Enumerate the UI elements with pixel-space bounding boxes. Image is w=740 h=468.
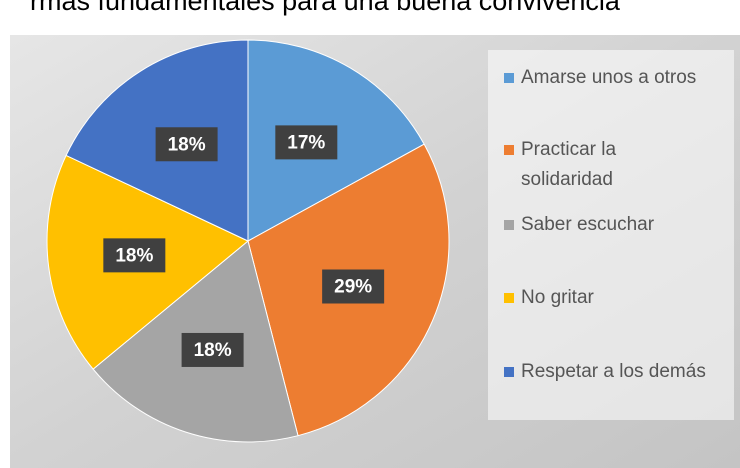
legend-item: Amarse unos a otros — [504, 63, 724, 93]
value-label-box — [275, 125, 338, 160]
value-label-box — [181, 332, 244, 367]
value-label-box — [155, 127, 218, 162]
value-label: 17% — [287, 132, 325, 153]
legend: Amarse unos a otros Practicar la solidari… — [488, 50, 734, 420]
legend-label: Saber escuchar — [521, 214, 655, 235]
legend-label: Practicar la solidaridad — [521, 139, 617, 190]
value-label: 18% — [168, 134, 206, 155]
pie: 17% 29% 18% 18% 18% — [46, 39, 450, 443]
legend-item: No gritar — [504, 283, 724, 313]
value-label: 29% — [334, 277, 372, 298]
legend-swatch — [504, 145, 514, 155]
legend-label: No gritar — [521, 287, 594, 308]
value-label: 18% — [115, 245, 153, 266]
legend-swatch — [504, 73, 514, 83]
legend-swatch — [504, 367, 514, 377]
chart-title: rmas fundamentales para una buena conviv… — [30, 0, 620, 16]
legend-swatch — [504, 220, 514, 230]
legend-label: Amarse unos a otros — [521, 67, 697, 88]
legend-item: Practicar la solidaridad — [504, 135, 724, 195]
legend-item: Saber escuchar — [504, 210, 724, 240]
legend-item: Respetar a los demás — [504, 357, 724, 387]
value-label-box — [322, 269, 385, 304]
legend-swatch — [504, 293, 514, 303]
legend-label: Respetar a los demás — [521, 361, 706, 382]
value-label: 18% — [194, 340, 232, 361]
value-label-box — [103, 238, 166, 273]
